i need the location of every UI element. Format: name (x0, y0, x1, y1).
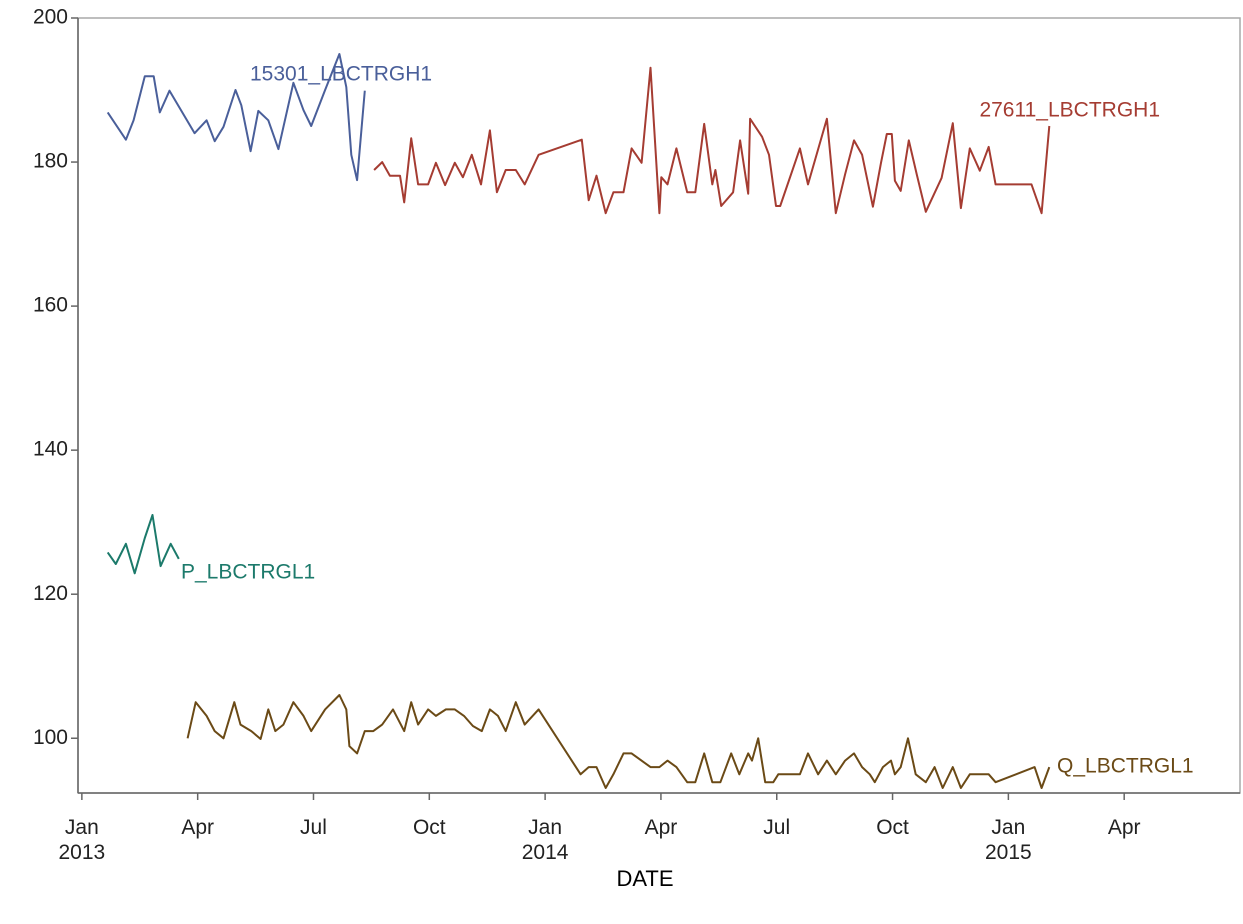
series-label: 15301_LBCTRGH1 (250, 63, 432, 86)
x-tick-label: Apr (644, 816, 678, 839)
x-tick-label: Jan 2013 (58, 816, 106, 864)
y-tick-label: 120 (33, 582, 68, 605)
series-label: P_LBCTRGL1 (181, 561, 315, 584)
x-tick-label: Jul (763, 816, 791, 839)
series-label: Q_LBCTRGL1 (1057, 755, 1194, 778)
y-tick-label: 140 (33, 438, 68, 461)
series-line (186, 694, 1051, 789)
series-line (373, 66, 1051, 215)
y-tick-label: 180 (33, 150, 68, 173)
series-line (106, 514, 180, 575)
y-tick-label: 200 (33, 6, 68, 29)
x-tick-label: Oct (412, 816, 446, 839)
x-tick-label: Oct (876, 816, 909, 839)
y-tick-label: 160 (33, 294, 68, 317)
x-tick-label: Jan 2014 (521, 816, 569, 864)
y-tick-label: 100 (33, 726, 68, 749)
x-axis-label: DATE (616, 866, 674, 891)
x-tick-label: Apr (181, 816, 215, 839)
plot-frame (77, 17, 1241, 794)
x-tick-label: Jan 2015 (985, 816, 1032, 864)
series-line (106, 53, 366, 182)
series-label: 27611_LBCTRGH1 (979, 99, 1160, 122)
x-tick-label: Apr (1107, 816, 1141, 839)
x-tick-label: Jul (300, 816, 327, 839)
